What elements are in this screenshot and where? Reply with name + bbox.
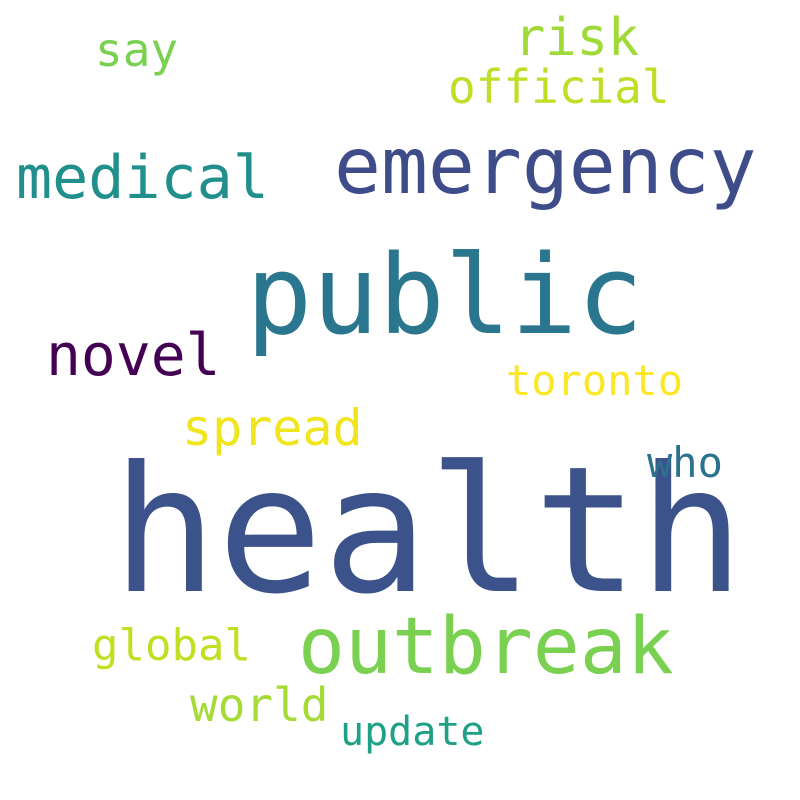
word-emergency: emergency <box>334 122 757 212</box>
word-world: world <box>190 678 329 732</box>
word-medical: medical <box>16 143 269 213</box>
word-official: official <box>448 60 670 114</box>
word-health: health <box>112 430 745 633</box>
word-spread: spread <box>182 399 363 457</box>
word-novel: novel <box>46 321 221 389</box>
word-who: who <box>647 438 723 487</box>
word-risk: risk <box>514 8 640 68</box>
word-say: say <box>95 23 179 77</box>
word-public: public <box>246 231 644 359</box>
word-toronto: toronto <box>506 356 684 405</box>
word-outbreak: outbreak <box>298 602 674 692</box>
word-update: update <box>340 709 485 755</box>
word-global: global <box>92 620 251 671</box>
